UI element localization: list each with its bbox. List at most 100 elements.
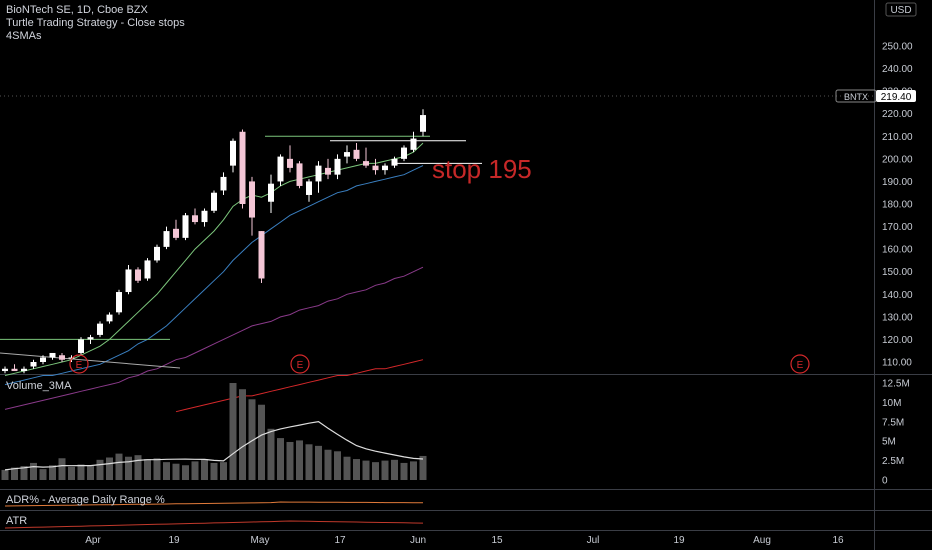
volume-bar <box>419 455 427 480</box>
volume-bar <box>144 459 151 480</box>
time-tick-label: Jun <box>410 535 426 546</box>
volume-bar <box>410 461 417 480</box>
adr-pane-label[interactable]: ADR% - Average Daily Range % <box>6 494 165 506</box>
price-tick-label: 250.00 <box>882 42 913 53</box>
candle-body <box>410 138 417 150</box>
candle-body <box>334 158 341 175</box>
candle-body <box>315 165 322 182</box>
price-tick-label: 170.00 <box>882 222 913 233</box>
candle-body <box>363 161 369 166</box>
volume-bar <box>343 456 351 480</box>
candle-body <box>2 368 8 372</box>
volume-bar <box>11 467 18 480</box>
volume-bar <box>305 444 313 480</box>
candle-body <box>277 156 284 182</box>
last-price-tag <box>876 90 916 102</box>
candle-body <box>391 158 398 166</box>
volume-bar <box>220 462 227 480</box>
sma-slow-line <box>4 266 424 410</box>
price-tick-label: 180.00 <box>882 200 913 211</box>
volume-bar <box>258 404 265 480</box>
volume-bar <box>400 462 408 480</box>
atr-pane-label[interactable]: ATR <box>6 515 28 527</box>
earnings-marker[interactable]: E <box>69 354 89 374</box>
volume-bar <box>391 459 398 480</box>
indicator-title[interactable]: 4SMAs <box>6 30 42 42</box>
candle-body <box>182 215 189 238</box>
volume-pane-label[interactable]: Volume_3MA <box>6 380 72 392</box>
volume-bar <box>58 458 66 480</box>
volume-ma-line <box>4 420 424 471</box>
time-tick-label: Apr <box>85 535 101 546</box>
symbol-title[interactable]: BioNTech SE, 1D, Cboe BZX <box>6 4 148 16</box>
earnings-circle <box>790 354 810 374</box>
symbol-tag-text: BNTX <box>844 92 868 102</box>
candle-body <box>306 181 312 195</box>
volume-bar <box>372 462 379 480</box>
time-tick-label: 15 <box>491 535 503 546</box>
time-tick-label: Aug <box>753 535 771 546</box>
earnings-marker[interactable]: E <box>790 354 810 374</box>
volume-bar <box>153 458 161 480</box>
candle-body <box>173 228 179 238</box>
price-tick-label: 110.00 <box>882 358 912 369</box>
price-tick-label: 120.00 <box>882 335 913 346</box>
candle-body <box>40 357 46 362</box>
volume-bar <box>210 462 218 480</box>
volume-bar <box>248 399 256 480</box>
volume-bar <box>191 461 199 480</box>
candle-body <box>49 352 56 358</box>
price-tick-label: 160.00 <box>882 245 913 256</box>
volume-bar <box>77 464 85 480</box>
volume-bar <box>172 463 180 480</box>
earnings-marker[interactable]: E <box>290 354 310 374</box>
candle-body <box>258 231 265 279</box>
candle-body <box>97 323 103 335</box>
stop-annotation[interactable]: stop 195 <box>432 154 532 184</box>
currency-badge[interactable] <box>885 2 917 17</box>
volume-bar <box>334 451 341 480</box>
time-tick-label: Jul <box>587 535 600 546</box>
volume-bar <box>353 459 360 480</box>
adr-line <box>4 501 424 507</box>
volume-bar <box>134 455 142 480</box>
candle-body <box>296 163 303 186</box>
candle-body <box>372 165 379 171</box>
strategy-title[interactable]: Turtle Trading Strategy - Close stops <box>6 17 185 29</box>
candle-body <box>287 158 293 168</box>
candle-body <box>144 260 151 279</box>
last-price-value: 219.40 <box>881 92 912 103</box>
volume-bar <box>30 462 37 480</box>
volume-bar <box>239 389 246 480</box>
candle-body <box>68 357 75 359</box>
volume-bar <box>49 465 56 480</box>
time-tick-label: May <box>251 535 270 546</box>
volume-bar <box>68 466 75 480</box>
candle-body <box>239 131 246 204</box>
earnings-circle <box>290 354 310 374</box>
volume-tick-label: 5M <box>882 437 896 448</box>
candle-body <box>163 231 170 247</box>
volume-tick-label: 0 <box>882 476 888 487</box>
volume-tick-label: 10M <box>882 398 901 409</box>
candle-body <box>230 140 236 166</box>
currency-label: USD <box>890 5 911 16</box>
price-tick-label: 130.00 <box>882 312 913 323</box>
price-tick-label: 140.00 <box>882 290 913 301</box>
candle-body <box>325 167 331 175</box>
candle-body <box>106 314 113 322</box>
candle-body <box>420 115 426 132</box>
volume-bar <box>381 460 389 480</box>
earnings-label: E <box>76 360 83 371</box>
volume-bar <box>106 457 113 480</box>
volume-tick-label: 12.5M <box>882 379 910 390</box>
candle-body <box>344 152 350 157</box>
candle-body <box>192 215 198 223</box>
candle-body <box>59 355 65 360</box>
trendline <box>0 352 181 369</box>
volume-bar <box>315 445 322 480</box>
candle-body <box>249 181 255 218</box>
price-tick-label: 240.00 <box>882 64 913 75</box>
volume-bar <box>286 441 294 480</box>
